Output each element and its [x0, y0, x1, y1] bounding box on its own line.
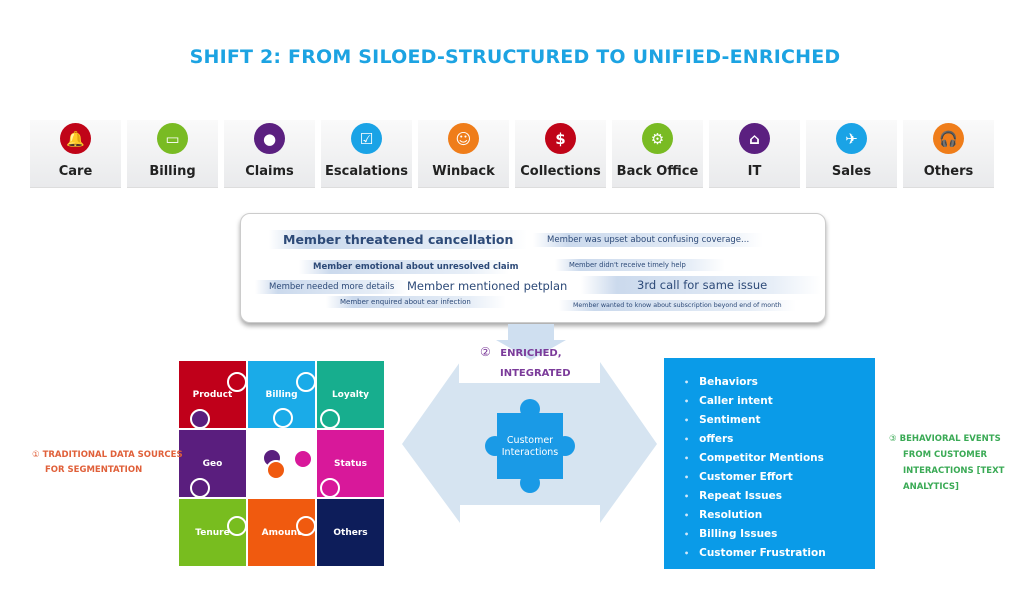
channel-label: Care: [58, 164, 93, 179]
behavior-item: Sentiment: [684, 411, 826, 430]
dollar-icon: $: [545, 123, 576, 154]
behaviors-box: BehaviorsCaller intentSentimentoffersCom…: [664, 358, 875, 569]
phrase: Member enquired about ear infection: [326, 296, 506, 308]
puzzle-label: Geo: [202, 458, 223, 469]
basket-icon: ⌂: [739, 123, 770, 154]
puzzle-knob: [320, 478, 340, 498]
phrase: Member emotional about unresolved claim: [299, 260, 518, 274]
puzzle-piece: Others: [316, 498, 385, 567]
traditional-line: FOR SEGMENTATION: [45, 465, 143, 475]
running-person-icon: ✈: [836, 123, 867, 154]
phrase: 3rd call for same issue: [581, 276, 821, 294]
page-title: SHIFT 2: FROM SILOED-STRUCTURED TO UNIFI…: [189, 46, 841, 68]
behavioral-label: ③ BEHAVIORAL EVENTS FROM CUSTOMER INTERACT…: [889, 431, 1004, 495]
behavior-item: Repeat Issues: [684, 487, 826, 506]
phrase: Member mentioned petplan: [407, 279, 568, 293]
channel-tile-claims: ● Claims: [224, 120, 315, 188]
traditional-line: TRADITIONAL DATA SOURCES: [42, 450, 183, 460]
channel-tile-escalations: ☑ Escalations: [321, 120, 412, 188]
channel-label: Others: [923, 164, 974, 179]
enriched-label: ② ENRICHED, INTEGRATED: [480, 342, 571, 384]
channel-label: IT: [747, 164, 762, 179]
behavior-item: Billing Issues: [684, 525, 826, 544]
puzzle-grid: Product Billing Loyalty Geo Status Tenure Amou…: [178, 360, 385, 567]
behavior-item: Customer Effort: [684, 468, 826, 487]
puzzle-knob: [227, 372, 247, 392]
channel-tile-others: 🎧 Others: [903, 120, 994, 188]
channel-tile-it: ⌂ IT: [709, 120, 800, 188]
behavior-item: Customer Frustration: [684, 544, 826, 563]
channel-tile-collections: $ Collections: [515, 120, 606, 188]
behavior-item: Caller intent: [684, 392, 826, 411]
smiley-icon: ☺: [448, 123, 479, 154]
puzzle-piece: Product: [178, 360, 247, 429]
puzzle-label: Amount: [261, 527, 302, 538]
piece-label: Interactions: [501, 447, 559, 458]
behavioral-line: ANALYTICS]: [903, 482, 959, 492]
checkbox-icon: ☑: [351, 123, 382, 154]
person-icon: ●: [254, 123, 285, 154]
channel-tile-sales: ✈ Sales: [806, 120, 897, 188]
channel-tile-billing: ▭ Billing: [127, 120, 218, 188]
puzzle-label: Loyalty: [331, 389, 370, 400]
channel-label: Collections: [520, 164, 601, 179]
step-number: ③: [889, 434, 897, 444]
traditional-label: ① TRADITIONAL DATA SOURCES FOR SEGMENTAT…: [32, 448, 183, 478]
customer-interactions-piece: Customer Interactions: [485, 399, 575, 493]
puzzle-knob: [293, 449, 313, 469]
phrase: Member needed more details: [255, 280, 409, 294]
puzzle-label: Billing: [265, 389, 298, 400]
behavior-item: Behaviors: [684, 373, 826, 392]
phrase: Member wanted to know about subscription…: [559, 300, 796, 311]
behavioral-line: INTERACTIONS [TEXT: [903, 466, 1005, 476]
channel-label: Claims: [245, 164, 294, 179]
step-number: ②: [480, 345, 491, 359]
interaction-phrases-box: Member threatened cancellation Member wa…: [240, 213, 826, 323]
puzzle-knob: [266, 460, 286, 480]
behavioral-line: BEHAVIORAL EVENTS: [899, 434, 1001, 444]
behavioral-line: FROM CUSTOMER: [903, 450, 988, 460]
channel-label: Winback: [432, 164, 495, 179]
behavior-item: offers: [684, 430, 826, 449]
headset-icon: 🎧: [933, 123, 964, 154]
puzzle-label: Product: [192, 389, 233, 400]
puzzle-knob: [227, 516, 247, 536]
step-number: ①: [32, 450, 40, 460]
puzzle-knob: [273, 408, 293, 428]
channel-label: Billing: [149, 164, 196, 179]
gears-icon: ⚙: [642, 123, 673, 154]
phrase: Member was upset about confusing coverag…: [533, 233, 763, 247]
phrase: Member threatened cancellation: [269, 230, 528, 249]
piece-label: Customer: [506, 435, 554, 446]
puzzle-piece: Loyalty: [316, 360, 385, 429]
channel-label: Escalations: [325, 164, 408, 179]
phrase: Member didn't receive timely help: [555, 259, 725, 271]
puzzle-knob: [296, 372, 316, 392]
puzzle-knob: [190, 409, 210, 429]
credit-card-icon: ▭: [157, 123, 188, 154]
behavior-item: Resolution: [684, 506, 826, 525]
puzzle-label: Tenure: [195, 527, 230, 538]
channel-label: Sales: [831, 164, 872, 179]
channel-tile-winback: ☺ Winback: [418, 120, 509, 188]
enriched-line: ENRICHED,: [500, 348, 562, 359]
puzzle-label: Others: [333, 527, 368, 538]
puzzle-piece: Geo: [178, 429, 247, 498]
bell-icon: 🔔: [60, 123, 91, 154]
channel-tile-care: 🔔 Care: [30, 120, 121, 188]
puzzle-knob: [320, 409, 340, 429]
puzzle-label: Status: [334, 458, 367, 469]
channel-tile-back-office: ⚙ Back Office: [612, 120, 703, 188]
enriched-line: INTEGRATED: [500, 368, 571, 379]
puzzle-knob: [190, 478, 210, 498]
behavior-item: Competitor Mentions: [684, 449, 826, 468]
channel-label: Back Office: [616, 164, 699, 179]
puzzle-knob: [296, 516, 316, 536]
down-arrow: [496, 324, 566, 360]
